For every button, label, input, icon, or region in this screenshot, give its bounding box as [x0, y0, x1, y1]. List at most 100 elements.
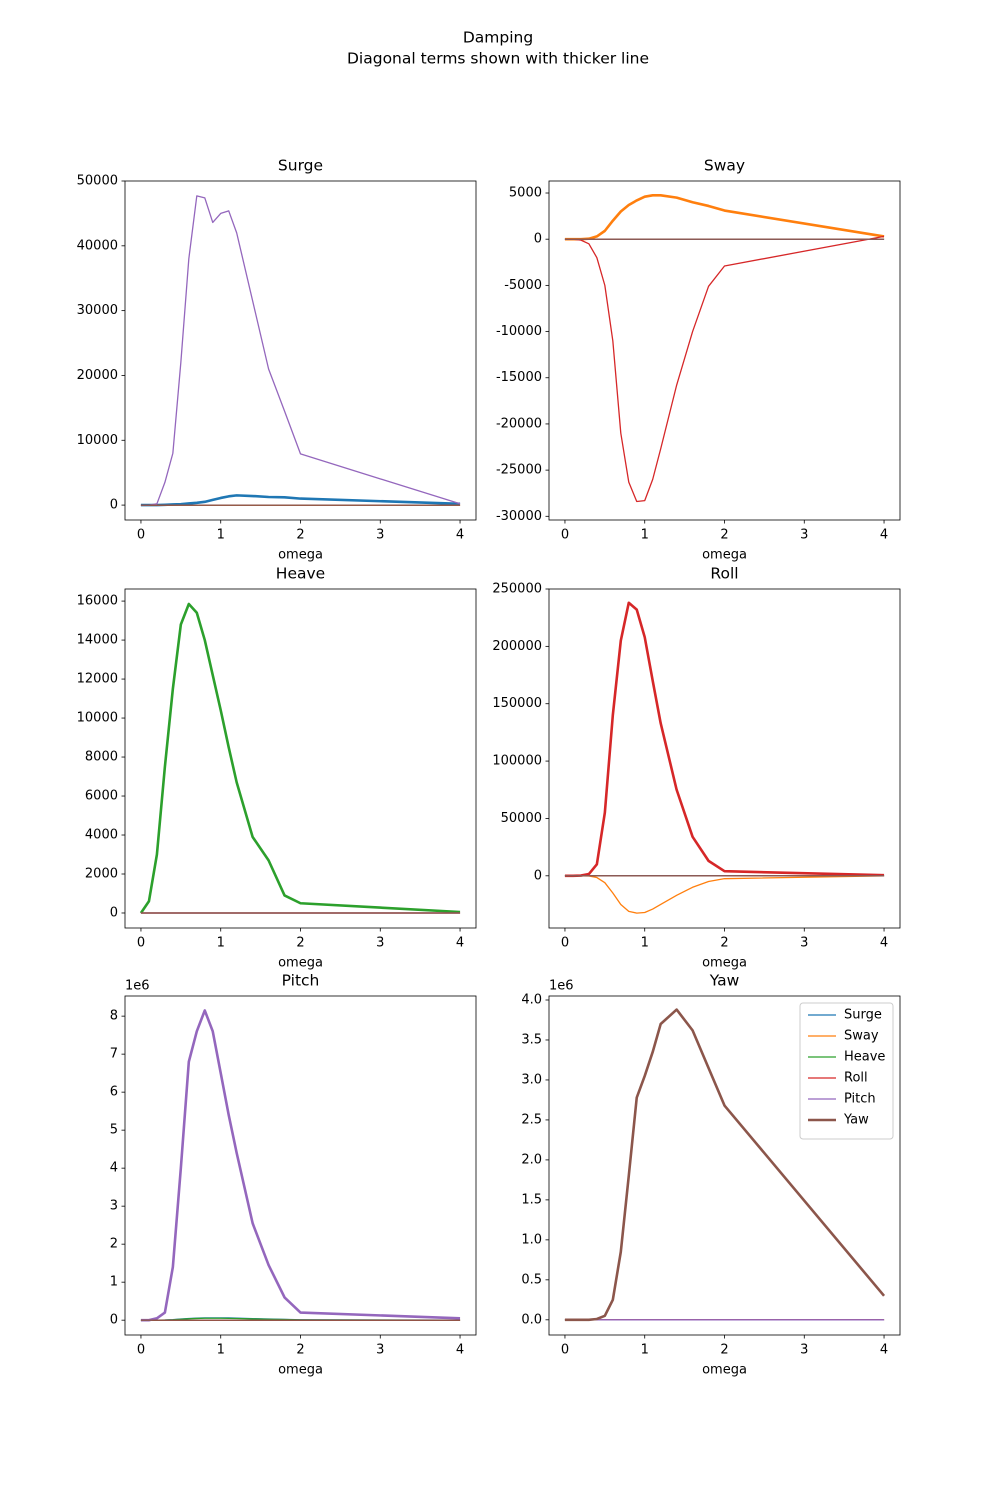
x-tick-label: 4 [456, 528, 464, 543]
y-tick-label: 0 [110, 1313, 118, 1328]
y-tick-label: 7 [110, 1047, 118, 1062]
x-tick-label: 2 [720, 1343, 728, 1358]
y-tick-label: 3 [110, 1199, 118, 1214]
x-tick-label: 3 [800, 528, 808, 543]
series-line [140, 195, 461, 506]
y-tick-label: 250000 [492, 582, 542, 597]
y-tick-label: 50000 [501, 811, 542, 826]
x-axis-label: omega [702, 956, 747, 971]
x-tick-label: 0 [137, 528, 145, 543]
y-tick-label: 0 [534, 232, 542, 247]
x-tick-label: 4 [456, 936, 464, 951]
y-tick-label: 12000 [77, 672, 118, 687]
y-tick-label: 16000 [77, 594, 118, 609]
y-tick-label: 5000 [509, 186, 542, 201]
x-tick-label: 0 [561, 936, 569, 951]
y-tick-label: 6000 [85, 789, 118, 804]
y-tick-label: 1 [110, 1275, 118, 1290]
legend-label: Sway [844, 1029, 879, 1044]
x-tick-label: 4 [880, 936, 888, 951]
y-tick-label: 6 [110, 1085, 118, 1100]
axes-frame [548, 588, 901, 929]
x-tick-label: 2 [720, 936, 728, 951]
y-tick-label: 20000 [77, 368, 118, 383]
x-tick-label: 4 [456, 1343, 464, 1358]
y-tick-label: 8000 [85, 750, 118, 765]
y-tick-label: 0 [534, 868, 542, 883]
legend-label: Roll [844, 1071, 868, 1086]
legend-label: Pitch [844, 1092, 876, 1107]
offset-text: 1e6 [549, 979, 574, 994]
x-tick-label: 4 [880, 1343, 888, 1358]
axes-frame [124, 588, 477, 929]
x-tick-label: 1 [641, 528, 649, 543]
x-tick-label: 1 [217, 528, 225, 543]
y-tick-label: 2000 [85, 867, 118, 882]
axes-frame [548, 995, 901, 1336]
y-tick-label: 50000 [77, 174, 118, 189]
x-axis-label: omega [702, 1363, 747, 1378]
series-line [140, 1009, 461, 1322]
axes-frame [124, 995, 477, 1336]
y-tick-label: 10000 [77, 711, 118, 726]
y-tick-label: 3.0 [521, 1072, 542, 1087]
axes-frame [548, 180, 901, 521]
x-axis-label: omega [702, 548, 747, 563]
y-tick-label: -20000 [496, 416, 542, 431]
figure-subtitle: Diagonal terms shown with thicker line [347, 50, 649, 68]
x-tick-label: 0 [561, 528, 569, 543]
chart-title: Roll [710, 565, 738, 583]
x-tick-label: 4 [880, 528, 888, 543]
y-tick-label: 4 [110, 1161, 118, 1176]
series-line [564, 235, 885, 503]
axes-frame [124, 180, 477, 521]
y-tick-label: 0.0 [521, 1312, 542, 1327]
legend-box [799, 1002, 894, 1140]
y-tick-label: -25000 [496, 463, 542, 478]
x-tick-label: 2 [720, 528, 728, 543]
y-tick-label: 0 [110, 905, 118, 920]
x-tick-label: 1 [641, 1343, 649, 1358]
y-tick-label: 100000 [492, 754, 542, 769]
y-tick-label: 40000 [77, 238, 118, 253]
x-axis-label: omega [278, 548, 323, 563]
series-line [139, 602, 461, 914]
x-tick-label: 3 [376, 936, 384, 951]
y-tick-label: 3.5 [521, 1032, 542, 1047]
series-line [564, 1008, 886, 1322]
x-tick-label: 3 [800, 1343, 808, 1358]
x-tick-label: 2 [296, 1343, 304, 1358]
x-tick-label: 2 [296, 936, 304, 951]
x-tick-label: 1 [217, 1343, 225, 1358]
x-tick-label: 1 [217, 936, 225, 951]
y-tick-label: 10000 [77, 433, 118, 448]
x-tick-label: 0 [561, 1343, 569, 1358]
chart-title: Pitch [282, 972, 320, 990]
offset-text: 1e6 [125, 979, 150, 994]
legend-label: Yaw [843, 1113, 869, 1128]
y-tick-label: 0.5 [521, 1272, 542, 1287]
y-tick-label: 1.5 [521, 1192, 542, 1207]
series-line [564, 601, 885, 878]
x-tick-label: 0 [137, 1343, 145, 1358]
y-tick-label: 5 [110, 1123, 118, 1138]
y-tick-label: 4000 [85, 828, 118, 843]
y-tick-label: -30000 [496, 509, 542, 524]
x-tick-label: 2 [296, 528, 304, 543]
y-tick-label: 30000 [77, 303, 118, 318]
y-tick-label: 1.0 [521, 1232, 542, 1247]
y-tick-label: 2.5 [521, 1112, 542, 1127]
y-tick-label: 2 [110, 1237, 118, 1252]
chart-title: Heave [276, 565, 325, 583]
chart-title: Surge [278, 157, 323, 175]
y-tick-label: 2.0 [521, 1152, 542, 1167]
x-tick-label: 3 [376, 528, 384, 543]
y-tick-label: -5000 [504, 278, 542, 293]
y-tick-label: -15000 [496, 370, 542, 385]
y-tick-label: -10000 [496, 324, 542, 339]
chart-title: Sway [704, 157, 745, 175]
x-axis-label: omega [278, 956, 323, 971]
x-tick-label: 3 [800, 936, 808, 951]
